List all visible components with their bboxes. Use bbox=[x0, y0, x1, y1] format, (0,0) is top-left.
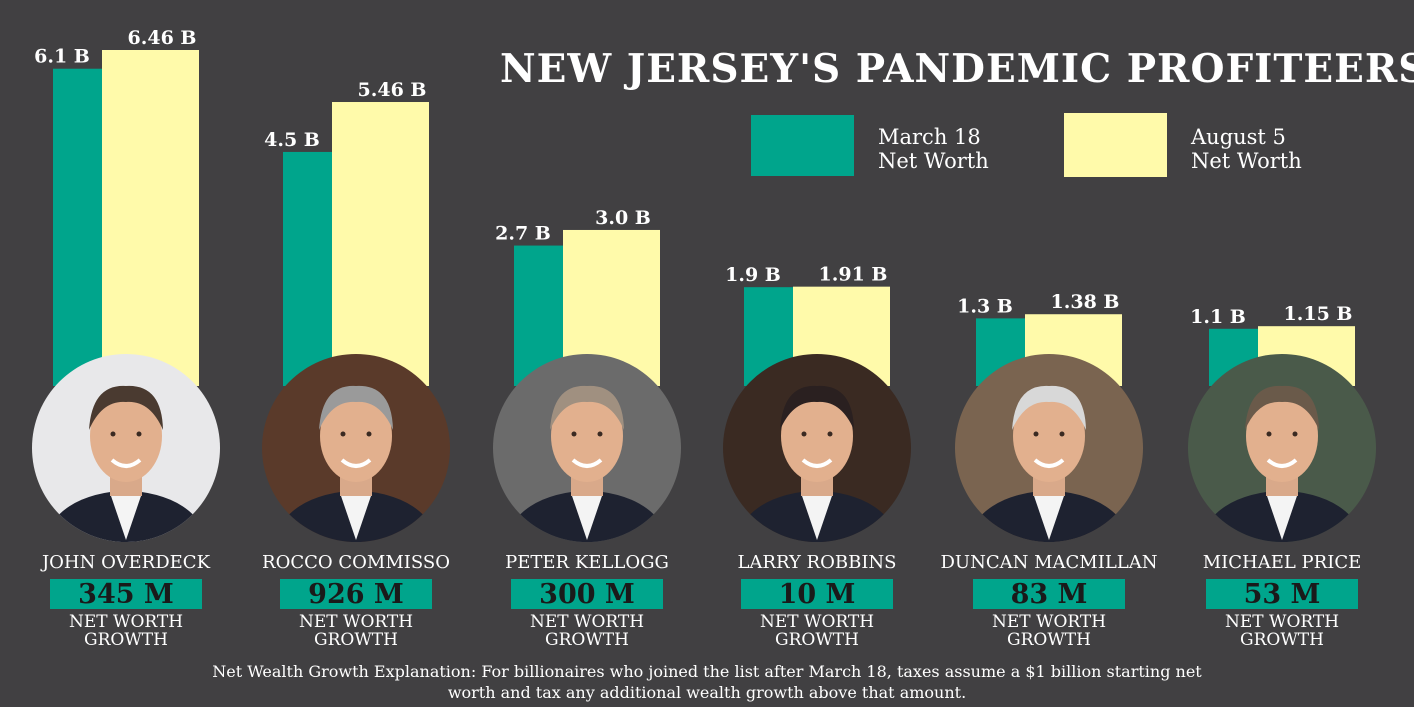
growth-value: 83 M bbox=[1010, 578, 1088, 610]
label-march-2: 4.5 B bbox=[264, 129, 320, 151]
label-august-6: 1.15 B bbox=[1284, 303, 1353, 325]
portrait-michael-price-icon bbox=[1188, 354, 1376, 542]
growth-value: 53 M bbox=[1243, 578, 1321, 610]
label-august-4: 1.91 B bbox=[819, 264, 888, 286]
chart-title: NEW JERSEY'S PANDEMIC PROFITEERS bbox=[500, 46, 1414, 92]
bar-march-2 bbox=[283, 151, 338, 386]
label-august-5: 1.38 B bbox=[1051, 291, 1120, 313]
person-name: JOHN OVERDECK bbox=[41, 552, 211, 573]
growth-label: NET WORTH GROWTH bbox=[68, 612, 184, 650]
footnote: Net Wealth Growth Explanation: For billi… bbox=[212, 662, 1202, 702]
label-august-3: 3.0 B bbox=[595, 207, 651, 229]
portrait-larry-robbins-icon bbox=[723, 354, 911, 542]
growth-label: NET WORTH GROWTH bbox=[529, 612, 645, 650]
growth-value: 926 M bbox=[308, 578, 404, 610]
growth-label: NET WORTH GROWTH bbox=[1224, 612, 1340, 650]
legend-swatch-august bbox=[1064, 113, 1167, 177]
portrait-duncan-macmillan-icon bbox=[955, 354, 1143, 542]
legend-label-august: August 5 Net Worth bbox=[1191, 125, 1302, 173]
label-march-4: 1.9 B bbox=[725, 264, 781, 286]
label-march-6: 1.1 B bbox=[1190, 306, 1246, 328]
label-august-2: 5.46 B bbox=[358, 79, 427, 101]
legend-label-march-line2: Net Worth bbox=[878, 149, 989, 173]
person-name: DUNCAN MACMILLAN bbox=[940, 552, 1158, 573]
growth-badge: 53 M bbox=[1206, 578, 1358, 610]
bar-august-2 bbox=[332, 102, 429, 386]
growth-badge: 300 M bbox=[511, 578, 663, 610]
growth-badge: 10 M bbox=[741, 578, 893, 610]
growth-value: 300 M bbox=[539, 578, 635, 610]
growth-badge: 926 M bbox=[280, 578, 432, 610]
person-name: PETER KELLOGG bbox=[505, 552, 669, 573]
person-name: LARRY ROBBINS bbox=[737, 552, 897, 573]
growth-label: NET WORTH GROWTH bbox=[298, 612, 414, 650]
portrait-peter-kellogg-icon bbox=[493, 354, 681, 542]
legend-label-august-line2: Net Worth bbox=[1191, 149, 1302, 173]
growth-value: 345 M bbox=[78, 578, 174, 610]
legend-swatch-march bbox=[751, 115, 854, 176]
growth-label: NET WORTH GROWTH bbox=[991, 612, 1107, 650]
person-name: ROCCO COMMISSO bbox=[262, 552, 450, 573]
legend-label-august-line1: August 5 bbox=[1191, 125, 1286, 149]
bar-august-1 bbox=[102, 50, 199, 386]
bar-march-1 bbox=[53, 68, 108, 386]
growth-badge: 345 M bbox=[50, 578, 202, 610]
growth-label: NET WORTH GROWTH bbox=[759, 612, 875, 650]
growth-value: 10 M bbox=[778, 578, 856, 610]
label-march-3: 2.7 B bbox=[495, 223, 551, 245]
person-name: MICHAEL PRICE bbox=[1202, 552, 1362, 573]
portrait-rocco-commisso-icon bbox=[262, 354, 450, 542]
growth-badge: 83 M bbox=[973, 578, 1125, 610]
legend-label-march: March 18 Net Worth bbox=[878, 125, 989, 173]
label-march-5: 1.3 B bbox=[957, 295, 1013, 317]
portrait-john-overdeck-icon bbox=[32, 354, 220, 542]
label-august-1: 6.46 B bbox=[128, 27, 197, 49]
legend-label-march-line1: March 18 bbox=[878, 125, 981, 149]
label-march-1: 6.1 B bbox=[34, 46, 90, 68]
